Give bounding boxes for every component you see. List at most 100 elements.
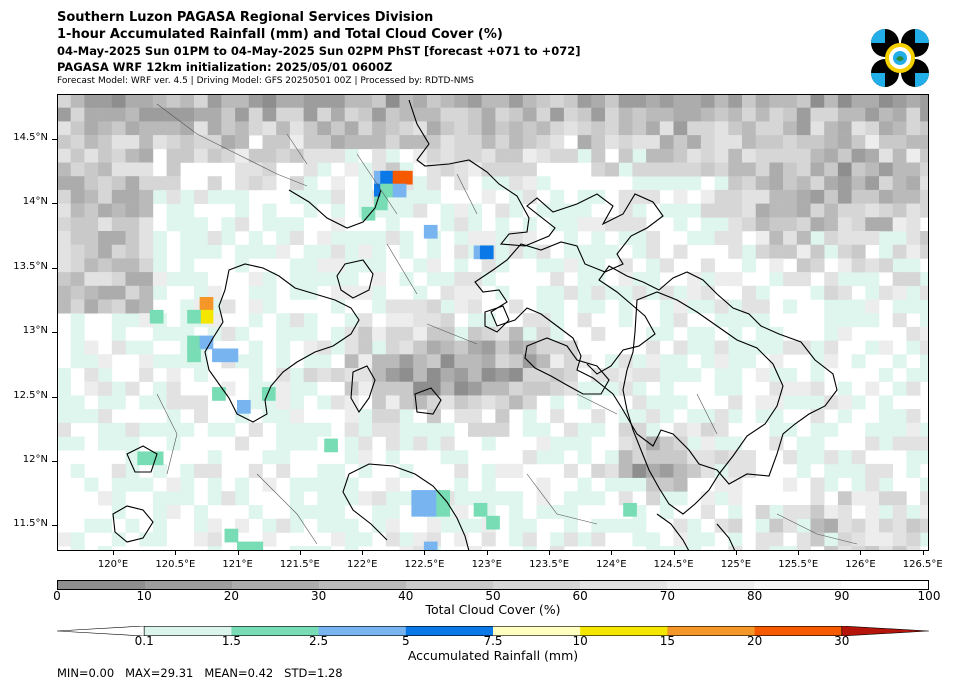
rain-cell xyxy=(187,348,201,363)
cloud-cell xyxy=(810,244,825,259)
cloud-cell xyxy=(714,189,729,204)
cloud-cell xyxy=(618,148,633,163)
light-rain-cell xyxy=(372,244,387,259)
light-rain-cell xyxy=(563,491,578,506)
cloud-cell xyxy=(742,162,756,177)
light-rain-cell xyxy=(426,422,441,437)
cloud-cell xyxy=(509,162,524,177)
cloud-cell xyxy=(700,422,715,437)
cloud-cell xyxy=(317,258,332,273)
cloud-cell xyxy=(742,107,756,122)
light-rain-cell xyxy=(728,409,743,424)
cloud-cell xyxy=(687,272,702,287)
light-rain-cell xyxy=(481,436,496,451)
province-border-layer xyxy=(156,103,858,545)
cloud-cell xyxy=(892,94,907,108)
cloud-cell xyxy=(468,326,482,341)
light-rain-cell xyxy=(399,272,414,287)
cloud-cell xyxy=(70,135,85,150)
cloud-cell xyxy=(303,148,318,163)
cloud-cell xyxy=(262,532,277,547)
cloud-cell xyxy=(289,107,304,122)
cloud-cell xyxy=(70,94,85,108)
longitude-tick xyxy=(113,551,115,555)
cloud-cell xyxy=(440,121,455,136)
light-rain-cell xyxy=(536,422,551,437)
cloud-cell xyxy=(646,491,661,506)
light-rain-cell xyxy=(372,258,387,273)
cloud-cell xyxy=(221,148,236,163)
cloud-cell xyxy=(755,395,770,410)
cloud-cell xyxy=(98,107,113,122)
light-rain-cell xyxy=(303,272,318,287)
cloud-cell xyxy=(536,326,551,341)
rain-cell xyxy=(436,502,451,517)
cloud-cell xyxy=(796,381,811,396)
light-rain-cell xyxy=(700,217,715,232)
light-rain-cell xyxy=(591,244,606,259)
cloud-cell xyxy=(180,395,195,410)
cloud-cell xyxy=(783,176,798,191)
cloud-cell xyxy=(810,189,825,204)
cloud-cell xyxy=(632,463,647,478)
light-rain-cell xyxy=(331,231,345,245)
cloud-cell xyxy=(892,135,907,150)
light-rain-cell xyxy=(687,546,702,551)
cloud-cell xyxy=(865,477,880,492)
rain-cell xyxy=(199,335,214,350)
coastline-tablas xyxy=(350,365,376,414)
light-rain-cell xyxy=(783,422,798,437)
cloud-cell xyxy=(495,409,510,424)
cloud-cell xyxy=(454,340,469,355)
cloud-cell xyxy=(372,121,387,136)
light-rain-cell xyxy=(152,326,167,341)
cloud-cell xyxy=(331,176,345,191)
light-rain-cell xyxy=(687,340,702,355)
light-rain-cell xyxy=(755,340,770,355)
light-rain-cell xyxy=(207,477,222,492)
light-rain-cell xyxy=(714,381,729,396)
cloud-cell xyxy=(536,491,551,506)
cloud-colorbar-label: 30 xyxy=(310,589,327,603)
cloud-cell xyxy=(563,368,578,382)
cloud-cell xyxy=(317,135,332,150)
light-rain-cell xyxy=(810,395,825,410)
light-rain-cell xyxy=(906,368,921,382)
cloud-cell xyxy=(385,395,400,410)
cloud-cell xyxy=(879,162,893,177)
cloud-cell xyxy=(851,491,866,506)
light-rain-cell xyxy=(700,532,715,547)
cloud-cell xyxy=(454,148,469,163)
cloud-cell xyxy=(810,135,825,150)
cloud-cell xyxy=(125,285,140,300)
cloud-cell xyxy=(98,409,113,424)
cloud-cell xyxy=(70,189,85,204)
cloud-cell xyxy=(796,189,811,204)
cloud-cell xyxy=(796,162,811,177)
cloud-cell xyxy=(906,409,921,424)
light-rain-cell xyxy=(618,231,633,245)
light-rain-cell xyxy=(248,395,263,410)
cloud-cell xyxy=(481,354,496,369)
cloud-cell xyxy=(358,107,373,122)
light-rain-cell xyxy=(920,532,929,547)
cloud-cell xyxy=(194,107,208,122)
cloud-cell xyxy=(344,422,359,437)
cloud-cell xyxy=(673,299,688,314)
cloud-cell xyxy=(344,326,359,341)
light-rain-cell xyxy=(84,409,99,424)
cloud-cell xyxy=(509,94,524,108)
cloud-cell xyxy=(166,107,181,122)
cloud-cell xyxy=(728,546,743,551)
light-rain-cell xyxy=(879,422,893,437)
cloud-cell xyxy=(892,162,907,177)
cloud-cell xyxy=(824,518,839,533)
light-rain-cell xyxy=(207,546,222,551)
light-rain-cell xyxy=(372,285,387,300)
cloud-cell xyxy=(303,121,318,136)
cloud-cell xyxy=(413,326,428,341)
cloud-cell xyxy=(783,505,798,519)
cloud-cell xyxy=(125,258,140,273)
latitude-tick-label: 14°N xyxy=(22,196,48,208)
cloud-cell xyxy=(468,368,482,382)
